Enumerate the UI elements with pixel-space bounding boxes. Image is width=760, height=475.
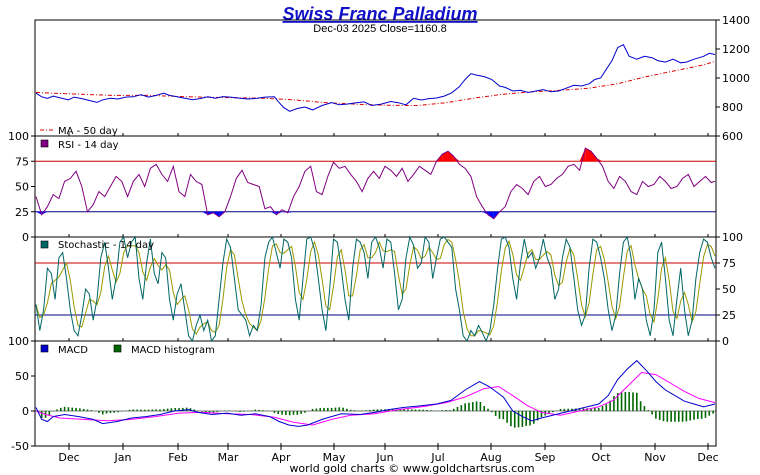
- rsi-oversold-fill: [36, 211, 42, 215]
- y-tick-label: 0: [22, 231, 29, 244]
- x-tick-label: Dec: [58, 451, 79, 464]
- y-tick-label: -50: [11, 440, 29, 453]
- x-tick-label: Nov: [644, 451, 666, 464]
- ma-50-line: [35, 60, 716, 107]
- y-tick-label: 100: [8, 335, 29, 348]
- y-tick-label: 50: [722, 283, 736, 296]
- y-tick-label: 0: [722, 335, 729, 348]
- price-line: [35, 44, 716, 112]
- rsi-overbought-fill: [447, 151, 454, 162]
- y-tick-label: 25: [15, 206, 29, 219]
- reference-lines: [35, 160, 716, 412]
- chart-footer: world gold charts © www.goldchartsrus.co…: [289, 462, 534, 475]
- rsi-overbought-fill: [585, 148, 592, 162]
- y-tick-label: 50: [15, 370, 29, 383]
- macd-legend: MACD MACD histogram: [40, 344, 215, 356]
- stoch-legend: Stochastic - 14 day: [40, 240, 154, 251]
- macd-hist-legend-label: MACD histogram: [131, 345, 215, 356]
- series-lines: [35, 44, 716, 427]
- x-tick-label: Feb: [168, 451, 187, 464]
- chart-title: Swiss Franc Palladium: [282, 4, 477, 24]
- rsi-oversold-fill: [201, 211, 208, 215]
- price-panel-frame: [34, 19, 717, 137]
- macd-histogram: [37, 391, 714, 428]
- y-tick-label: 100: [8, 130, 29, 143]
- y-tick-label: 1000: [722, 72, 750, 85]
- x-tick-label: Dec: [697, 451, 718, 464]
- price-legend: MA - 50 day: [40, 126, 118, 137]
- y-tick-label: 100: [722, 231, 743, 244]
- rsi-legend: RSI - 14 day: [40, 139, 119, 151]
- x-tick-label: Oct: [591, 451, 611, 464]
- y-tick-label: 75: [15, 155, 29, 168]
- y-tick-label: 50: [15, 181, 29, 194]
- stoch-signal-line: [35, 238, 716, 337]
- y-tick-label: 25: [722, 309, 736, 322]
- rsi-oversold-fill: [287, 211, 294, 213]
- rsi-overbought-fill: [453, 156, 460, 162]
- y-tick-label: 800: [722, 101, 743, 114]
- ma-legend-label: MA - 50 day: [58, 126, 118, 137]
- rsi-panel-frame: [34, 135, 717, 238]
- rsi-line: [35, 147, 716, 220]
- x-tick-label: Apr: [271, 451, 291, 464]
- rsi-legend-label: RSI - 14 day: [58, 140, 119, 151]
- stoch-line: [35, 235, 716, 343]
- x-axis-ticks: Dec Jan Feb Mar Apr May Jun Jul Aug Sep Oct Nov Dec: [58, 133, 719, 464]
- macd-legend-label: MACD: [58, 345, 88, 356]
- macd-signal-line: [35, 371, 716, 426]
- x-tick-label: Jul: [430, 451, 444, 464]
- y-tick-label: 1200: [722, 43, 750, 56]
- x-tick-label: Sep: [535, 451, 556, 464]
- macd-line: [35, 359, 716, 427]
- rsi-oversold-fill: [488, 211, 494, 219]
- x-tick-label: Jun: [375, 451, 393, 464]
- stoch-legend-label: Stochastic - 14 day: [58, 240, 154, 251]
- y-tick-label: 600: [722, 130, 743, 143]
- x-tick-label: Jan: [114, 451, 132, 464]
- x-tick-label: May: [323, 451, 346, 464]
- y-tick-label: 0: [22, 405, 29, 418]
- rsi-overbought-fill: [579, 148, 586, 162]
- x-tick-label: Aug: [480, 451, 501, 464]
- rsi-extreme-fills: [36, 148, 603, 219]
- macd-panel-frame: [34, 340, 717, 447]
- x-tick-label: Mar: [218, 451, 239, 464]
- chart-subtitle: Dec-03 2025 Close=1160.8: [313, 23, 446, 35]
- y-tick-label: 75: [722, 257, 736, 270]
- y-tick-label: 1400: [722, 14, 750, 27]
